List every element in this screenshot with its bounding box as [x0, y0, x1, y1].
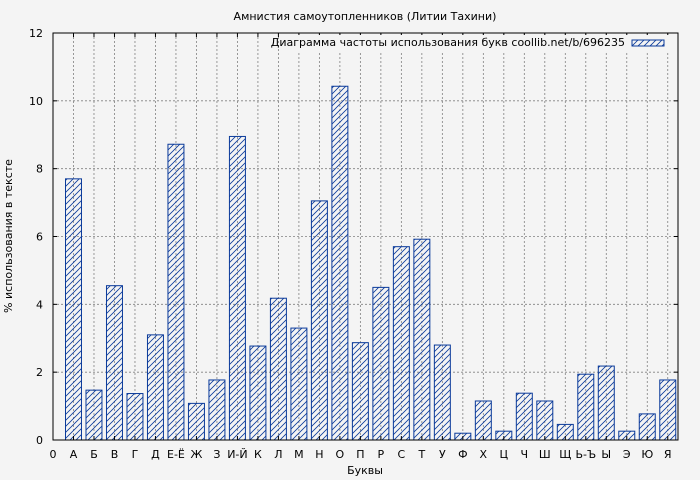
bar-Е-Ё: [167, 143, 185, 441]
bar-В: [105, 285, 123, 441]
bar-Т: [413, 238, 431, 441]
bars-layer: [65, 85, 677, 441]
x-tick-label: П: [356, 448, 364, 461]
x-tick-label: Ш: [539, 448, 551, 461]
bar-Ж: [187, 402, 205, 441]
x-tick-label: Ц: [500, 448, 509, 461]
bar-Б: [85, 389, 103, 441]
x-tick-label: Н: [315, 448, 323, 461]
y-tick-label: 8: [36, 163, 43, 176]
x-tick-label: У: [439, 448, 446, 461]
ticks-layer: 0 2 4 6 8 10 12 А Б В Г Д Е-Ё Ж З И-Й К Л М Н О П Р С Т У Ф Х Ц Ч Ш Щ Ь-…: [29, 27, 678, 461]
bar-Ч: [515, 392, 533, 441]
x-tick-label: Щ: [559, 448, 571, 461]
x-tick-label: И-Й: [227, 448, 247, 461]
x-axis-label: Буквы: [347, 464, 383, 477]
bar-Х: [474, 400, 492, 441]
x-tick-label: Л: [274, 448, 282, 461]
x-tick-label: Ч: [521, 448, 529, 461]
y-tick-label: 10: [29, 95, 43, 108]
x-tick-label: Я: [664, 448, 672, 461]
bar-У: [433, 344, 451, 441]
x-tick-label: Ю: [641, 448, 653, 461]
x-tick-label: О: [336, 448, 345, 461]
x-tick-label: Г: [132, 448, 139, 461]
legend-swatch: [631, 39, 665, 47]
legend-background: [285, 35, 675, 51]
y-tick-label: 4: [36, 298, 43, 311]
y-axis-label: % использования в тексте: [2, 159, 15, 313]
bar-А: [65, 178, 82, 441]
x-tick-label: Р: [378, 448, 385, 461]
y-tick-label: 6: [36, 231, 43, 244]
x-origin-label: 0: [50, 448, 57, 461]
x-tick-label: Е-Ё: [167, 448, 185, 461]
bar-О: [331, 85, 349, 441]
x-tick-label: Ф: [458, 448, 467, 461]
y-tick-label: 2: [36, 366, 43, 379]
x-tick-label: Б: [90, 448, 98, 461]
bar-И-Й: [228, 135, 246, 441]
legend: Диаграмма частоты использования букв coo…: [271, 35, 675, 51]
x-tick-label: Ы: [601, 448, 611, 461]
bar-П: [351, 342, 369, 441]
x-tick-label: Ж: [191, 448, 203, 461]
bar-Ь-Ъ: [577, 373, 595, 441]
bar-Ш: [536, 400, 554, 441]
bar-Ы: [597, 365, 615, 441]
bar-Г: [126, 393, 144, 441]
x-tick-label: А: [70, 448, 78, 461]
x-tick-label: Ь-Ъ: [575, 448, 596, 461]
y-tick-label: 0: [36, 434, 43, 447]
x-tick-label: Т: [417, 448, 425, 461]
bar-Я: [659, 379, 677, 441]
x-tick-label: Д: [151, 448, 160, 461]
legend-label: Диаграмма частоты использования букв coo…: [271, 36, 625, 49]
bar-М: [290, 327, 308, 441]
y-tick-label: 12: [29, 27, 43, 40]
grid-layer: [53, 33, 678, 440]
bar-Д: [146, 334, 164, 441]
x-tick-label: К: [254, 448, 262, 461]
bar-Р: [372, 286, 390, 441]
bar-К: [249, 345, 267, 441]
x-tick-label: Э: [623, 448, 631, 461]
x-tick-label: С: [398, 448, 406, 461]
bar-Л: [269, 297, 287, 441]
x-tick-label: М: [294, 448, 304, 461]
bar-З: [208, 379, 226, 441]
x-tick-label: Х: [480, 448, 488, 461]
chart-title: Амнистия самоутопленников (Литии Тахини): [234, 10, 497, 23]
bar-Н: [310, 200, 328, 441]
bar-С: [392, 246, 410, 441]
x-tick-label: З: [213, 448, 220, 461]
x-tick-label: В: [111, 448, 119, 461]
